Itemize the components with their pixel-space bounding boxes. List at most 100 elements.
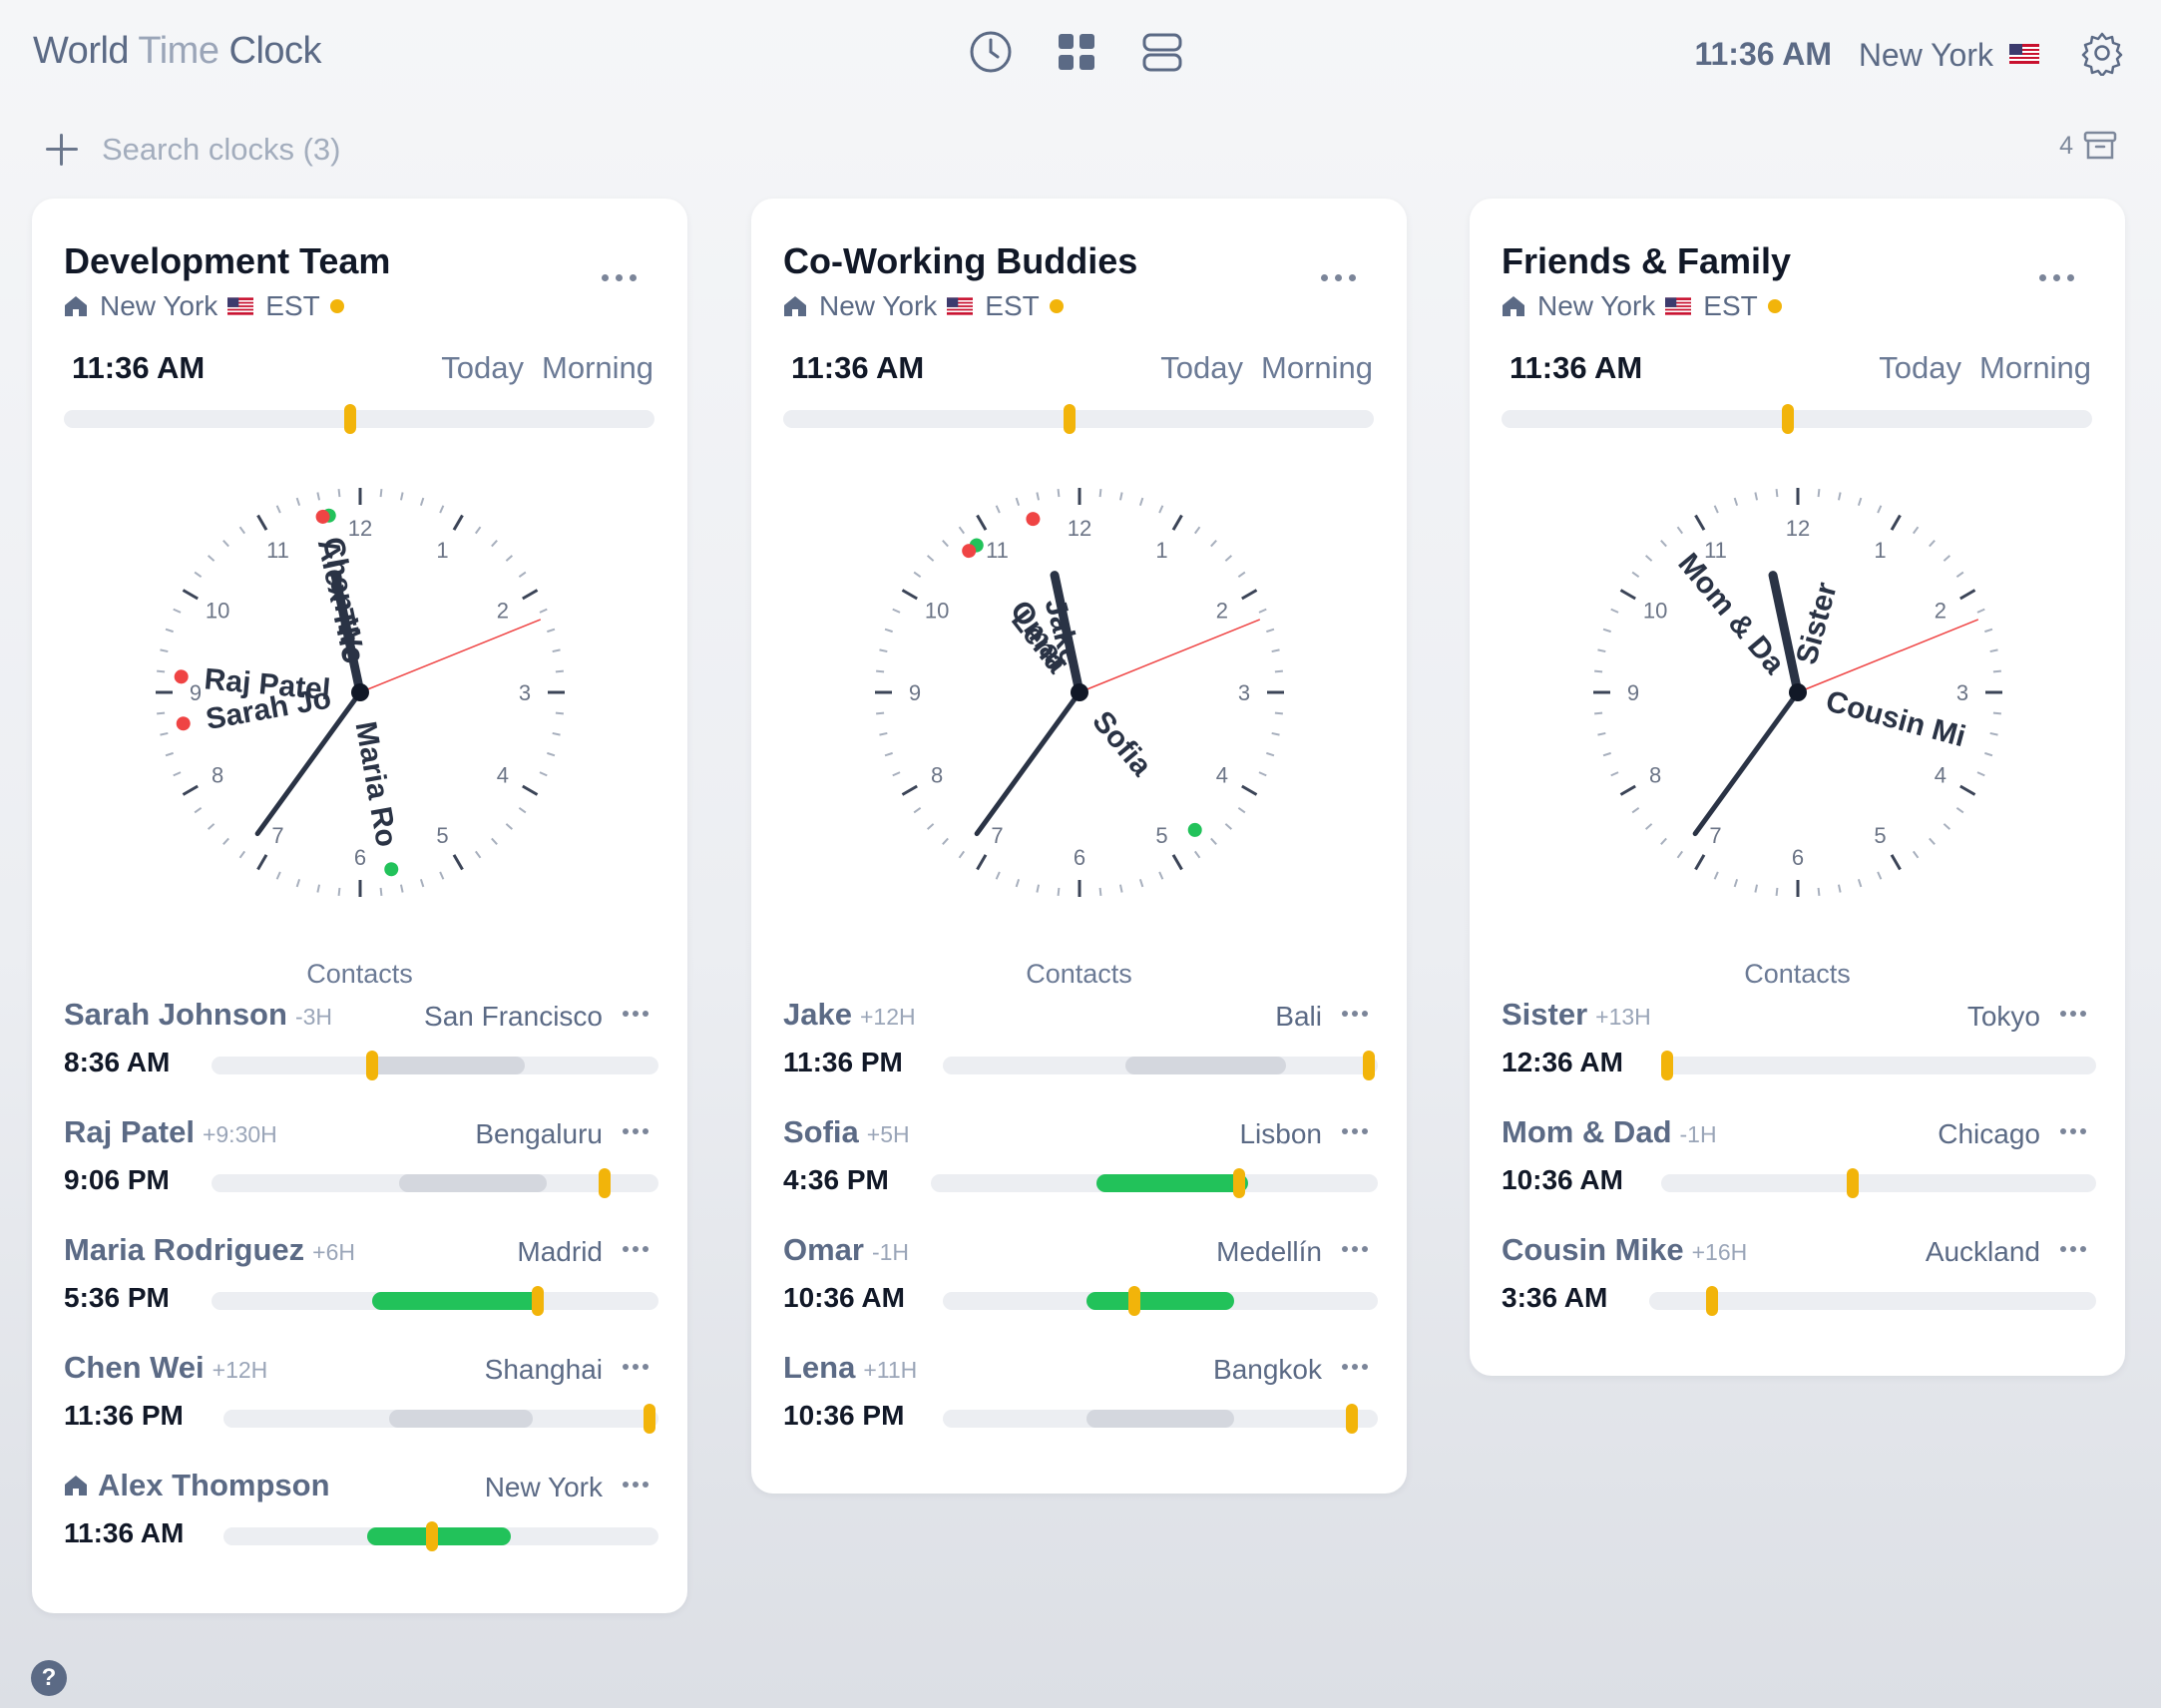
minute-hand <box>254 689 363 837</box>
contact-time-track[interactable] <box>931 1168 1378 1198</box>
clock-center-pin <box>1071 683 1088 701</box>
minute-tick <box>1775 489 1779 498</box>
card-time-slider[interactable] <box>783 404 1374 434</box>
contact-local-time: 10:36 PM <box>783 1400 905 1431</box>
minute-tick <box>1754 492 1759 501</box>
archive-button[interactable]: 4 <box>2059 130 2117 162</box>
contact-more-menu-button[interactable] <box>1342 1128 1370 1136</box>
contact-time-track[interactable] <box>943 1404 1378 1434</box>
contact-row[interactable]: Sofia +5H Lisbon 4:36 PM <box>783 1114 1378 1224</box>
minute-tick <box>1877 505 1883 514</box>
minute-tick <box>1754 884 1759 893</box>
contact-row[interactable]: Mom & Dad -1H Chicago 10:36 AM <box>1502 1114 2096 1224</box>
contact-more-menu-button[interactable] <box>2060 1011 2088 1019</box>
contact-time-track[interactable] <box>223 1404 658 1434</box>
contact-time-knob[interactable] <box>1705 1286 1718 1316</box>
contact-row[interactable]: Lena +11H Bangkok 10:36 PM <box>783 1350 1378 1460</box>
contact-time-track[interactable] <box>1649 1286 2096 1316</box>
help-button[interactable]: ? <box>31 1660 67 1696</box>
minute-hand <box>974 689 1082 837</box>
contact-time-knob[interactable] <box>599 1168 612 1198</box>
hour-tick <box>1959 589 1976 601</box>
card-more-menu-button[interactable] <box>2039 268 2083 286</box>
contact-time-track[interactable] <box>943 1051 1378 1080</box>
minute-tick <box>316 492 321 501</box>
contact-more-menu-button[interactable] <box>1342 1364 1370 1372</box>
contact-offset: -1H <box>1679 1121 1717 1147</box>
contact-more-menu-button[interactable] <box>623 1364 650 1372</box>
contact-time-knob[interactable] <box>1363 1051 1376 1080</box>
contact-time-knob[interactable] <box>532 1286 545 1316</box>
clock-card-2: Friends & Family New York EST 11:36 AM T… <box>1470 199 2125 1376</box>
contact-row[interactable]: Maria Rodriguez +6H Madrid 5:36 PM <box>64 1232 658 1342</box>
contact-time-track[interactable] <box>943 1286 1378 1316</box>
contact-row[interactable]: Omar -1H Medellín 10:36 AM <box>783 1232 1378 1342</box>
contact-time-knob[interactable] <box>366 1051 379 1080</box>
slider-knob[interactable] <box>344 404 357 434</box>
clock-contact-name: Mom & Da <box>1671 547 1791 680</box>
contact-name-line: Sister +13H <box>1502 997 1651 1033</box>
contact-time-track[interactable] <box>212 1286 658 1316</box>
contact-row[interactable]: Alex Thompson New York 11:36 AM <box>64 1468 658 1577</box>
settings-gear-icon[interactable] <box>2079 30 2125 76</box>
contact-row[interactable]: Sister +13H Tokyo 12:36 AM <box>1502 997 2096 1106</box>
contact-time-knob[interactable] <box>426 1521 439 1551</box>
contact-more-menu-button[interactable] <box>623 1011 650 1019</box>
contact-time-track[interactable] <box>1661 1051 2096 1080</box>
contact-row[interactable]: Chen Wei +12H Shanghai 11:36 PM <box>64 1350 658 1460</box>
contact-more-menu-button[interactable] <box>1342 1246 1370 1254</box>
clock-numeral: 8 <box>212 763 223 788</box>
contact-time-knob[interactable] <box>1846 1168 1859 1198</box>
minute-tick <box>1817 887 1821 896</box>
add-clock-plus-icon[interactable] <box>44 132 80 168</box>
list-view-button[interactable] <box>1139 29 1185 75</box>
minute-tick <box>1976 771 1985 777</box>
contact-city: New York <box>484 1472 603 1502</box>
contact-time-track[interactable] <box>1661 1168 2096 1198</box>
contact-time-knob[interactable] <box>1127 1286 1140 1316</box>
minute-tick <box>1594 669 1603 673</box>
card-time-slider[interactable] <box>64 404 654 434</box>
clock-view-button[interactable] <box>968 29 1014 75</box>
contact-name: Maria Rodriguez <box>64 1232 305 1267</box>
contact-time-track[interactable] <box>223 1521 658 1551</box>
contact-row[interactable]: Raj Patel +9:30H Bengaluru 9:06 PM <box>64 1114 658 1224</box>
contact-more-menu-button[interactable] <box>2060 1128 2088 1136</box>
contact-name: Cousin Mike <box>1502 1232 1684 1267</box>
contact-time-knob[interactable] <box>1661 1051 1673 1080</box>
contact-row[interactable]: Cousin Mike +16H Auckland 3:36 AM <box>1502 1232 2096 1342</box>
contact-time-track[interactable] <box>212 1168 658 1198</box>
card-day: Today <box>1160 350 1243 385</box>
minute-tick <box>1837 884 1842 893</box>
contact-time-knob[interactable] <box>644 1404 656 1434</box>
contact-more-menu-button[interactable] <box>623 1128 650 1136</box>
contact-more-menu-button[interactable] <box>1342 1011 1370 1019</box>
minute-tick <box>207 823 216 830</box>
contact-more-menu-button[interactable] <box>2060 1246 2088 1254</box>
card-more-menu-button[interactable] <box>602 268 646 286</box>
contact-row[interactable]: Sarah Johnson -3H San Francisco 8:36 AM <box>64 997 658 1106</box>
card-more-menu-button[interactable] <box>1321 268 1365 286</box>
clock-card-1: Co-Working Buddies New York EST 11:36 AM… <box>751 199 1407 1494</box>
slider-knob[interactable] <box>1782 404 1795 434</box>
contact-time-knob[interactable] <box>1345 1404 1358 1434</box>
minute-tick <box>165 628 174 634</box>
second-hand <box>359 619 542 693</box>
working-hours-band <box>399 1174 547 1192</box>
contact-time-track[interactable] <box>212 1051 658 1080</box>
contact-more-menu-button[interactable] <box>623 1482 650 1490</box>
minute-tick <box>1984 751 1993 757</box>
minute-tick <box>876 711 885 715</box>
card-time-slider[interactable] <box>1502 404 2092 434</box>
app-title-word-3: Clock <box>228 30 322 72</box>
minute-tick <box>518 806 527 814</box>
search-clocks-input[interactable] <box>102 128 700 172</box>
contact-city: Shanghai <box>484 1354 603 1385</box>
contact-more-menu-button[interactable] <box>623 1246 650 1254</box>
contact-row[interactable]: Jake +12H Bali 11:36 PM <box>783 997 1378 1106</box>
contact-time-knob[interactable] <box>1233 1168 1246 1198</box>
slider-knob[interactable] <box>1064 404 1077 434</box>
hour-hand <box>330 571 365 697</box>
minute-tick <box>1258 771 1267 777</box>
grid-view-button[interactable] <box>1054 29 1099 75</box>
